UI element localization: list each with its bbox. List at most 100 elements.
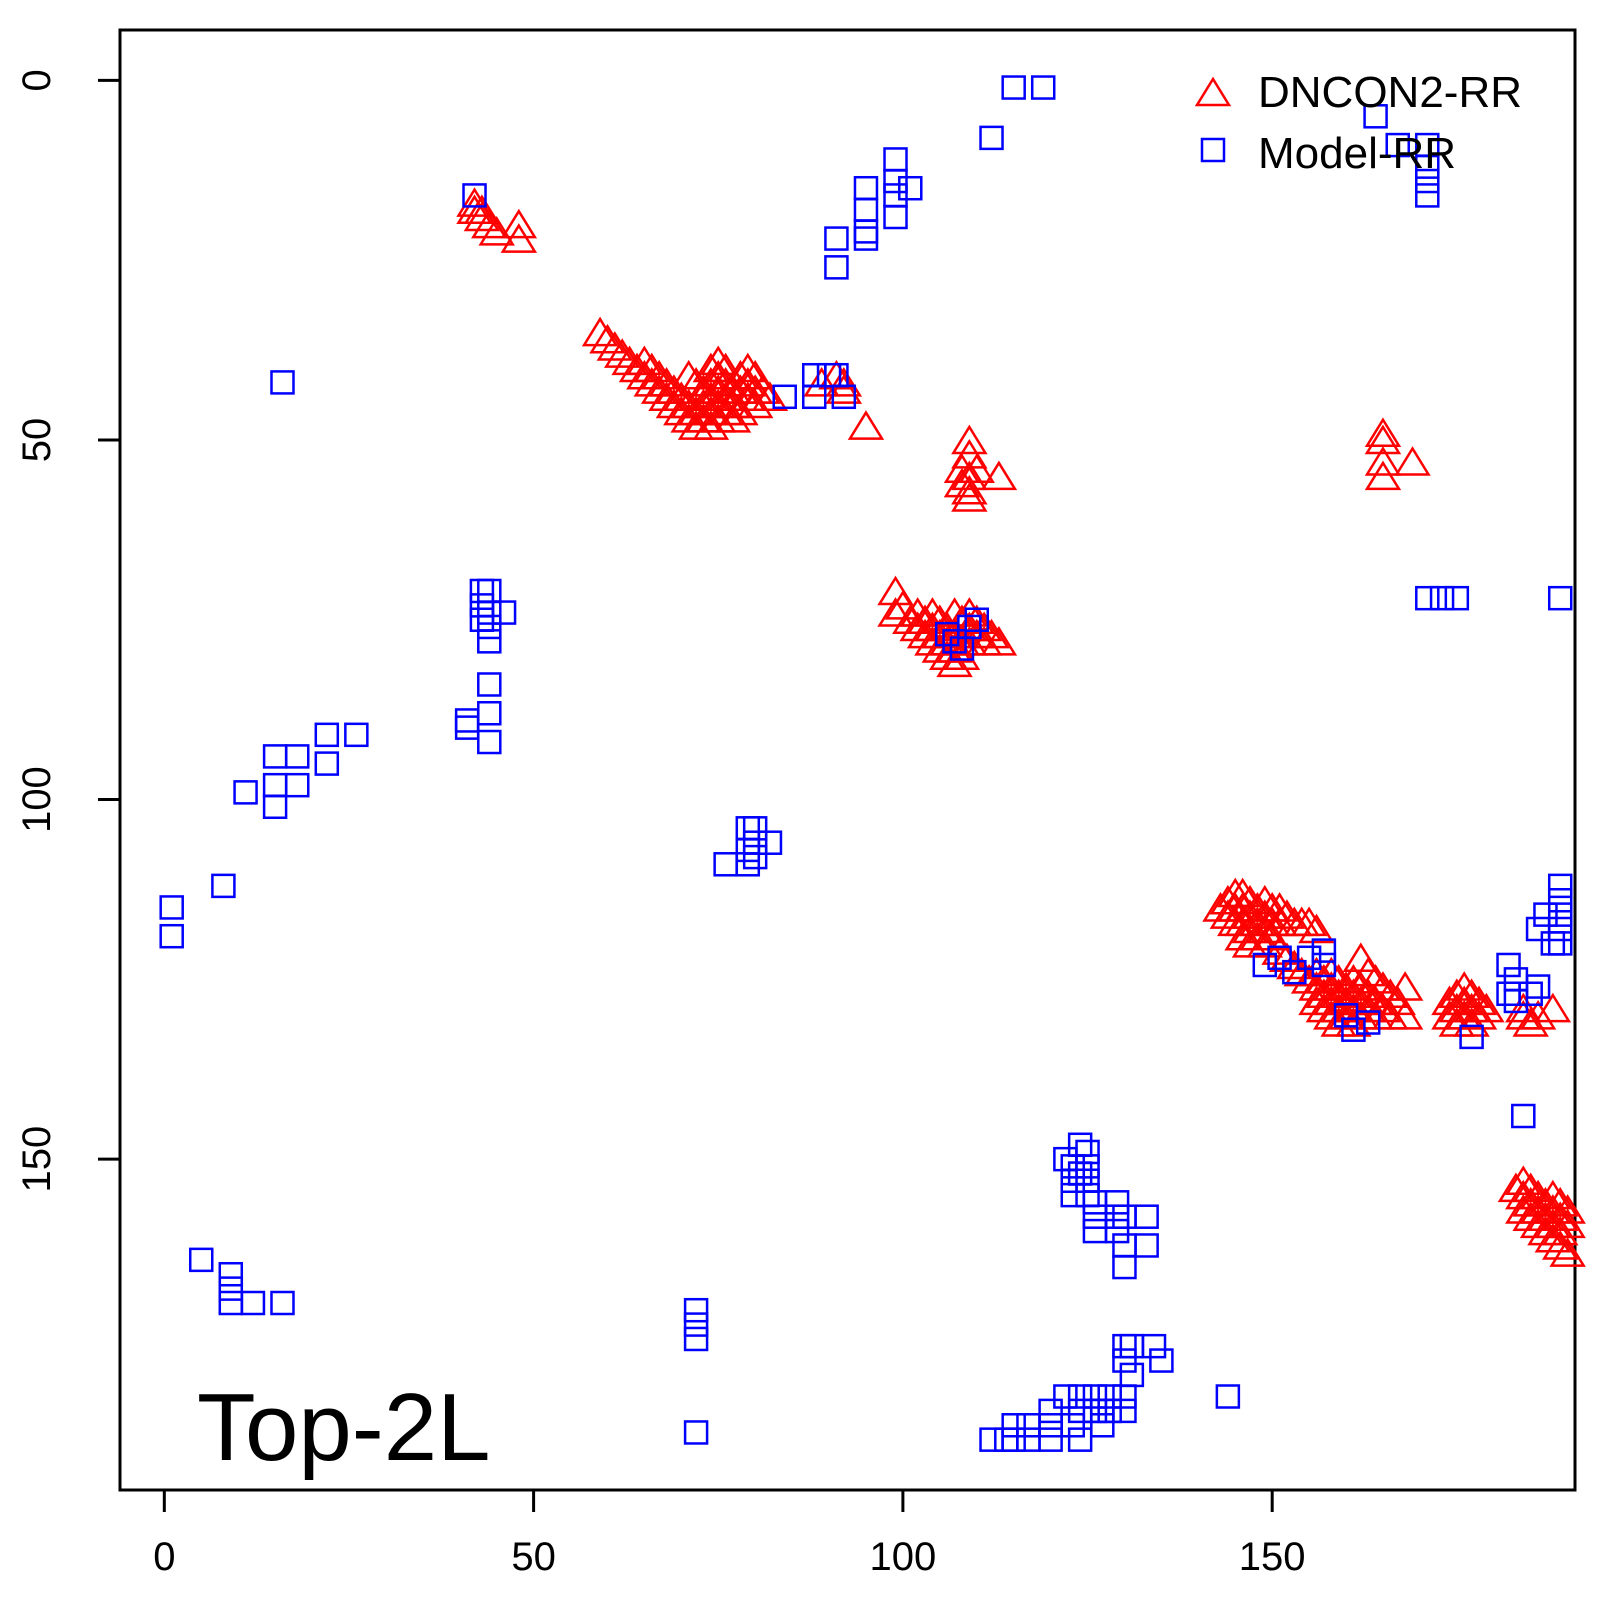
data-point-triangle — [1541, 1230, 1579, 1260]
data-point-square — [1267, 945, 1292, 971]
data-point-square — [1296, 945, 1322, 971]
data-point-triangle — [951, 424, 988, 455]
data-point-square — [469, 578, 495, 604]
series-dncon2-rr — [456, 187, 1586, 1267]
data-point-square — [1429, 585, 1455, 611]
data-point-triangle — [1386, 999, 1424, 1030]
data-point-square — [1112, 1348, 1137, 1373]
data-point-triangle — [1364, 424, 1402, 455]
data-point-triangle — [936, 618, 973, 649]
data-point-square — [1060, 1168, 1086, 1193]
data-point-square — [994, 1427, 1019, 1452]
data-point-square — [979, 125, 1004, 151]
data-point-square — [262, 794, 288, 819]
data-point-triangle — [1313, 956, 1350, 987]
data-point-triangle — [1335, 963, 1372, 994]
data-point-triangle — [1512, 1172, 1549, 1203]
data-point-triangle — [663, 381, 700, 412]
data-point-square — [477, 614, 502, 640]
data-point-square — [270, 1290, 295, 1316]
data-point-triangle — [714, 388, 752, 419]
data-point-triangle — [500, 208, 538, 239]
data-point-square — [1415, 154, 1440, 179]
data-point-square — [1067, 1427, 1093, 1452]
x-tick-label: 0 — [153, 1535, 175, 1579]
data-point-triangle — [729, 352, 767, 383]
data-point-triangle — [847, 410, 885, 440]
data-point-square — [1503, 988, 1529, 1014]
data-point-square — [1503, 967, 1529, 992]
data-point-triangle — [729, 381, 767, 412]
data-point-triangle — [1364, 460, 1402, 491]
data-point-triangle — [596, 331, 634, 361]
data-point-square — [742, 830, 768, 855]
data-point-square — [735, 837, 761, 863]
data-point-triangle — [1364, 992, 1402, 1023]
data-point-triangle — [744, 374, 781, 404]
data-point-square — [240, 1290, 266, 1316]
data-point-square — [1119, 1362, 1145, 1388]
data-point-square — [1525, 916, 1551, 942]
data-point-triangle — [707, 352, 744, 383]
data-point-triangle — [1290, 906, 1328, 937]
data-point-triangle — [1261, 892, 1298, 922]
data-point-square — [1053, 1384, 1078, 1409]
x-tick-label: 50 — [511, 1535, 556, 1579]
data-point-square — [1038, 1398, 1063, 1424]
data-point-square — [1104, 1204, 1130, 1229]
data-point-square — [1311, 938, 1337, 963]
data-point-triangle — [1298, 913, 1335, 944]
data-point-square — [1082, 1398, 1108, 1424]
data-point-triangle — [707, 381, 744, 412]
data-point-square — [469, 593, 495, 618]
data-point-triangle — [729, 367, 767, 397]
data-point-triangle — [581, 316, 619, 347]
data-point-triangle — [980, 460, 1018, 491]
data-point-square — [1496, 981, 1521, 1006]
data-point-square — [824, 255, 849, 280]
data-point-square — [1053, 1146, 1078, 1172]
data-point-triangle — [700, 359, 737, 390]
data-point-square — [1112, 1204, 1137, 1229]
data-point-triangle — [1445, 971, 1483, 1001]
data-point-square — [233, 780, 258, 805]
data-point-square — [1075, 1154, 1100, 1179]
y-tick-label: 50 — [15, 418, 59, 463]
data-point-square — [1511, 1103, 1536, 1129]
data-point-square — [1252, 952, 1278, 978]
data-point-square — [742, 844, 768, 870]
data-point-square — [1067, 1161, 1093, 1186]
data-point-square — [1525, 974, 1551, 999]
data-point-triangle — [1261, 935, 1298, 965]
data-point-square — [683, 1326, 709, 1352]
y-tick-label: 150 — [15, 1126, 59, 1193]
data-point-triangle — [1519, 999, 1557, 1030]
data-point-triangle — [626, 345, 663, 376]
data-point-square — [1112, 1398, 1137, 1424]
data-point-triangle — [825, 374, 863, 404]
data-point-square — [1282, 959, 1307, 985]
data-point-triangle — [914, 597, 951, 627]
data-point-triangle — [1276, 949, 1313, 980]
data-point-triangle — [463, 201, 501, 232]
data-point-triangle — [936, 647, 973, 678]
data-point-triangle — [1209, 884, 1247, 915]
data-point-triangle — [1549, 1237, 1586, 1267]
data-point-triangle — [1246, 899, 1284, 929]
data-point-square — [1496, 952, 1521, 978]
data-point-square — [898, 175, 923, 201]
legend-triangle-icon — [1194, 76, 1232, 107]
data-point-triangle — [655, 374, 693, 404]
data-point-square — [1112, 1384, 1137, 1409]
data-point-square — [1540, 931, 1566, 956]
x-axis: 0 50 100 150 — [153, 1488, 1306, 1579]
data-point-square — [1067, 1398, 1093, 1424]
data-point-triangle — [500, 223, 538, 253]
data-point-triangle — [825, 367, 863, 397]
data-point-triangle — [1468, 992, 1505, 1023]
y-tick-label: 0 — [15, 69, 59, 91]
data-point-triangle — [951, 474, 988, 505]
data-point-square — [824, 226, 849, 251]
data-point-square — [883, 204, 908, 230]
data-point-square — [1363, 104, 1388, 129]
